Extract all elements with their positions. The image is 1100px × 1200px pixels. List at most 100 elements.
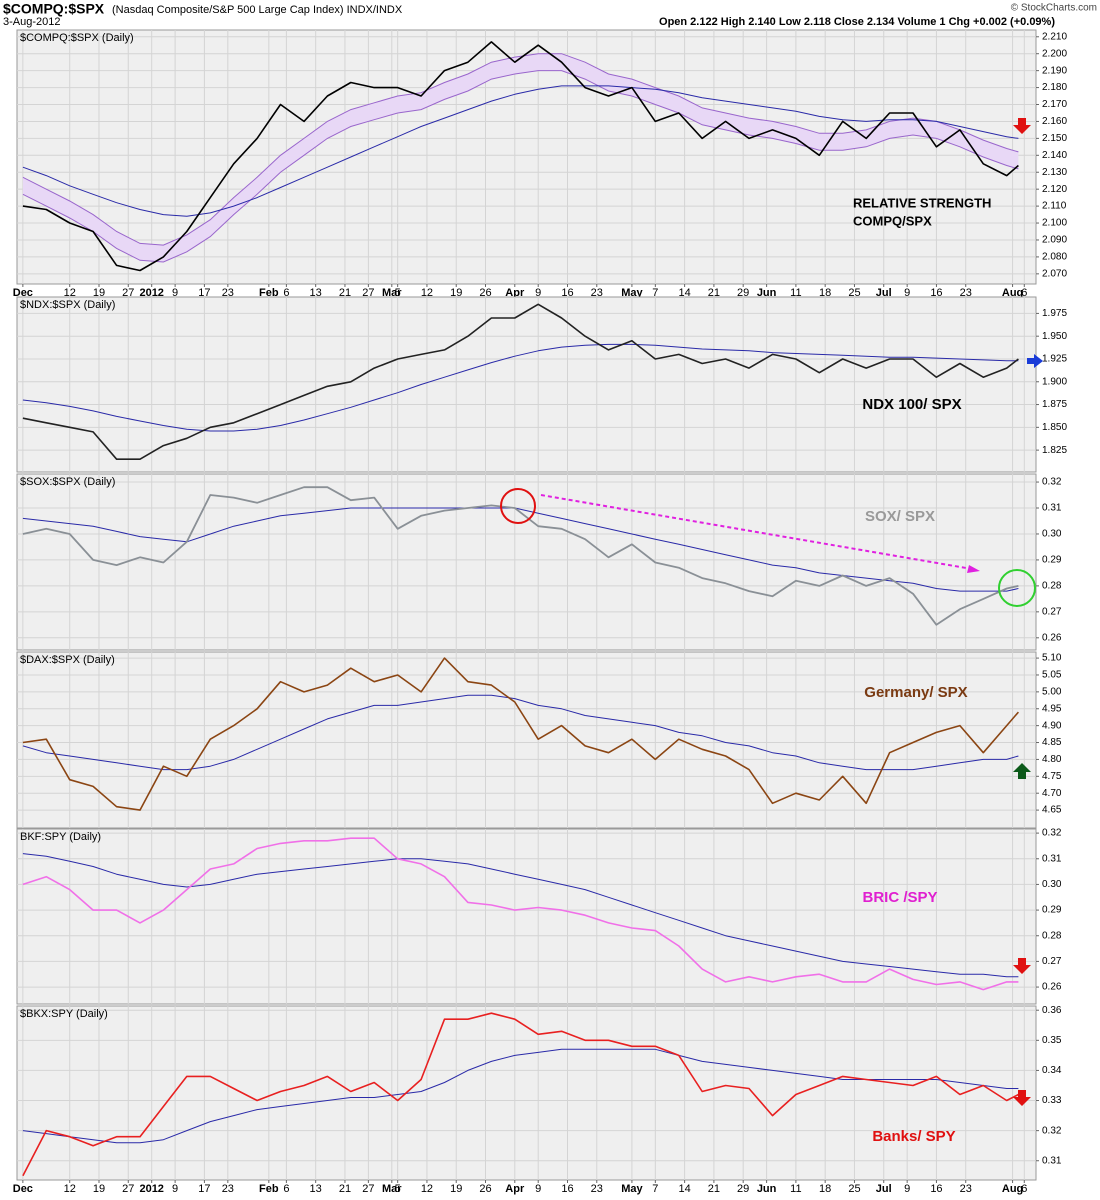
x-tick-label: 27	[122, 287, 134, 299]
x-tick-label: 5	[395, 1183, 401, 1195]
x-tick-label: 29	[737, 1183, 749, 1195]
panel-title: $COMPQ:$SPX (Daily)	[20, 32, 134, 44]
y-tick-label: 2.170	[1042, 99, 1067, 110]
panel-title: $SOX:$SPX (Daily)	[20, 476, 115, 488]
band-fill	[22, 53, 1019, 263]
x-tick-label: 19	[93, 1183, 105, 1195]
x-tick-label: 26	[479, 1183, 491, 1195]
x-tick-label: 9	[172, 1183, 178, 1195]
y-tick-label: 0.32	[1042, 1125, 1062, 1136]
y-tick-label: 0.31	[1042, 1155, 1062, 1166]
y-tick-label: 5.00	[1042, 687, 1062, 698]
x-tick-label: 14	[678, 287, 690, 299]
y-tick-label: 2.110	[1042, 201, 1067, 212]
x-tick-label: 23	[222, 287, 234, 299]
y-tick-label: 1.925	[1042, 354, 1067, 365]
panel: 2.070 2.080 2.090 2.100 2.110 2.120 2.130 2.140…	[13, 29, 1067, 299]
annotation: SOX/ SPX	[865, 508, 935, 525]
x-tick-label: 6	[283, 1183, 289, 1195]
x-tick-label: Mar	[382, 1183, 402, 1195]
y-tick-label: 2.140	[1042, 150, 1067, 161]
x-tick-label: 23	[960, 287, 972, 299]
x-tick-label: Apr	[505, 1183, 525, 1195]
x-tick-label: 21	[339, 1183, 351, 1195]
plot-area	[16, 1005, 1037, 1181]
x-tick-label: 13	[310, 1183, 322, 1195]
x-tick-label: 7	[652, 1183, 658, 1195]
y-tick-label: 1.850	[1042, 422, 1067, 433]
panel: 1.825 1.850 1.875 1.900 1.925 1.950 1.975 $NDX:…	[16, 296, 1067, 473]
left-arrow	[1027, 354, 1043, 368]
plot	[22, 1012, 1019, 1177]
plot	[22, 486, 1019, 626]
y-tick-label: 2.210	[1042, 31, 1067, 42]
y-tick-label: 2.120	[1042, 184, 1067, 195]
panels: 2.070 2.080 2.090 2.100 2.110 2.120 2.130 2.140…	[13, 29, 1067, 1195]
annotation: NDX 100/ SPX	[862, 396, 961, 413]
y-tick-label: 5.10	[1042, 653, 1062, 664]
x-tick-label: Jul	[876, 1183, 892, 1195]
y-tick-label: 0.26	[1042, 982, 1062, 993]
panel: 4.65 4.70 4.75 4.80 4.85 4.90 4.95 5.00 5.05 5.10…	[16, 651, 1062, 829]
panel: 0.31 0.32 0.33 0.34 0.35 0.36 Dec 12 19 27 2012 9 17…	[13, 1005, 1062, 1195]
plot	[22, 303, 1019, 460]
panel: 0.26 0.27 0.28 0.29 0.30 0.31 0.32 $SOX:$SPX (D…	[16, 473, 1062, 651]
x-tick-label: 5	[395, 287, 401, 299]
x-tick-label: Apr	[505, 287, 525, 299]
x-tick-label: May	[621, 287, 643, 299]
y-tick-label: 0.27	[1042, 606, 1062, 617]
x-tick-label: 9	[904, 287, 910, 299]
x-tick-label: 18	[819, 287, 831, 299]
plot	[22, 41, 1019, 272]
y-tick-label: 1.875	[1042, 399, 1067, 410]
y-tick-label: 0.30	[1042, 529, 1062, 540]
x-tick-label: 21	[339, 287, 351, 299]
y-tick-label: 0.33	[1042, 1095, 1062, 1106]
y-tick-label: 1.975	[1042, 308, 1067, 319]
x-tick-label: 12	[64, 1183, 76, 1195]
y-tick-label: 4.80	[1042, 754, 1062, 765]
y-tick-label: 2.200	[1042, 48, 1067, 59]
y-tick-label: 2.100	[1042, 218, 1067, 229]
y-tick-label: 0.31	[1042, 853, 1062, 864]
annotation: Germany/ SPX	[864, 684, 967, 701]
x-tick-label: 11	[790, 1183, 801, 1195]
x-tick-label: 21	[708, 1183, 720, 1195]
y-tick-label: 0.35	[1042, 1035, 1062, 1046]
y-tick-label: 0.32	[1042, 828, 1062, 839]
y-tick-label: 0.26	[1042, 632, 1062, 643]
x-tick-label: Aug	[1002, 1183, 1023, 1195]
x-tick-label: 21	[708, 287, 720, 299]
x-tick-label: 6	[1021, 287, 1027, 299]
x-tick-label: 2012	[139, 287, 163, 299]
panel-title: $NDX:$SPX (Daily)	[20, 299, 115, 311]
x-tick-label: 19	[450, 1183, 462, 1195]
series-line	[22, 343, 1019, 432]
band-line	[22, 53, 1019, 246]
x-tick-label: 9	[172, 287, 178, 299]
band-line	[22, 70, 1019, 263]
decorations	[500, 118, 1043, 1106]
series-line	[22, 85, 1019, 217]
y-tick-label: 4.85	[1042, 737, 1062, 748]
x-tick-label: 12	[421, 1183, 433, 1195]
y-tick-label: 5.05	[1042, 670, 1062, 681]
y-tick-label: 2.090	[1042, 235, 1067, 246]
x-tick-label: Dec	[13, 1183, 33, 1195]
x-tick-label: 27	[122, 1183, 134, 1195]
y-tick-label: 0.28	[1042, 581, 1062, 592]
plot-area	[16, 651, 1037, 829]
series-line	[22, 41, 1019, 272]
x-tick-label: 16	[930, 287, 942, 299]
copyright: © StockCharts.com	[1011, 3, 1097, 14]
x-tick-label: 25	[848, 287, 860, 299]
y-tick-label: 2.180	[1042, 82, 1067, 93]
series-line	[22, 657, 1020, 811]
y-tick-label: 0.29	[1042, 905, 1062, 916]
y-tick-label: 0.28	[1042, 930, 1062, 941]
x-tick-label: 9	[535, 287, 541, 299]
y-tick-label: 0.31	[1042, 503, 1062, 514]
annotation: BRIC /SPY	[862, 889, 937, 906]
